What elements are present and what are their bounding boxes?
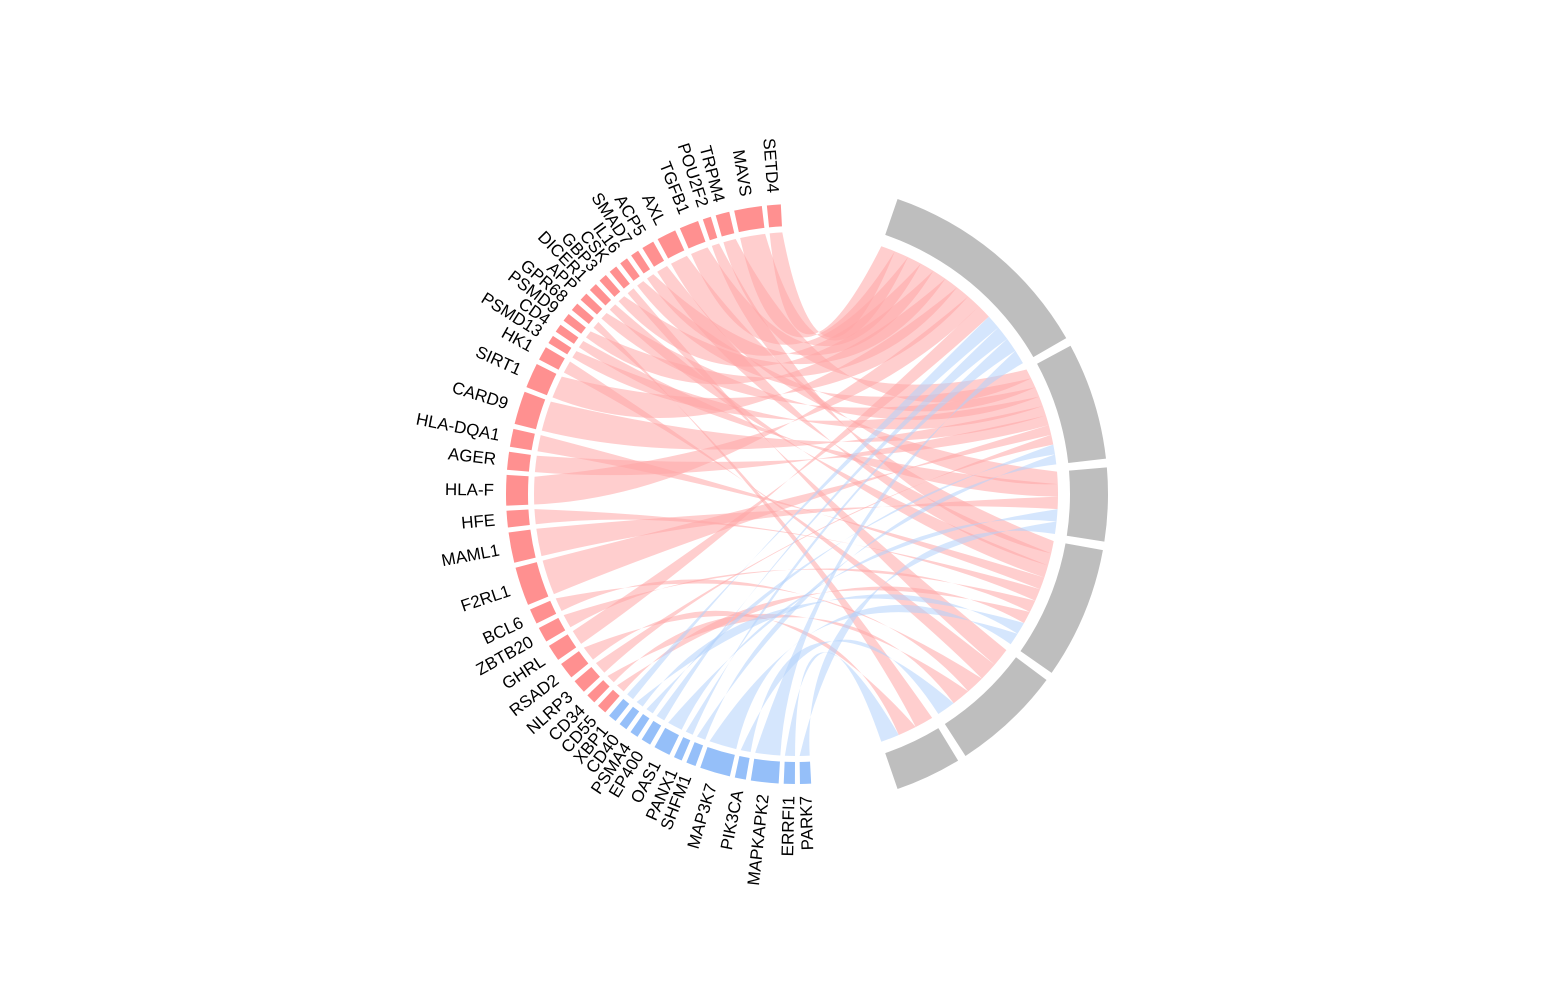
gene-sector-trpm4 [715,211,735,237]
gene-sector-hk1 [539,347,565,370]
gene-sector-axl [657,230,685,259]
gene-sector-zbtb20 [538,617,566,642]
chord-ribbon-psmd13 [572,351,1043,430]
gene-sector-oas1 [654,727,680,755]
gene-sector-cd34 [587,680,610,703]
target-sector-4 [1020,543,1103,673]
chord-ribbons [534,232,1059,756]
chord-ribbon-cd4 [578,341,1059,497]
chord-ribbon-mapkapk2 [755,350,1023,756]
chord-ribbon-ager [534,415,1049,476]
chord-ribbon-gpr68 [593,321,933,728]
gene-sector-pik3ca [734,755,750,780]
gene-sector-pou2f2 [702,216,718,241]
chord-ribbon-card9 [541,401,1046,450]
gene-sector-xbp1 [609,698,630,722]
gene-sector-mavs [734,206,765,233]
gene-sector-sirt1 [526,364,557,396]
gene-sector-cd55 [597,689,620,713]
chord-ribbon-hfe [534,509,1041,601]
gene-sector-f2rl1 [515,562,549,605]
gene-label: ERRFI1 [778,796,798,857]
gene-sector-csk [609,266,630,289]
gene-label: CARD9 [450,378,511,413]
gene-sector-gbp3 [599,275,621,297]
gene-sector-psmd13 [548,335,572,355]
gene-sector-maml1 [508,529,536,563]
gene-label: MAVS [729,148,756,197]
chord-ribbon-errfi1 [784,652,899,756]
chord-ribbon-hla-f [534,296,979,505]
gene-sector-hla-dqa1 [509,428,535,451]
gene-sector-hla-f [506,474,529,506]
gene-sector-gpr68 [571,303,594,324]
gene-label: MAML1 [440,541,501,571]
target-sector-6 [885,728,959,790]
gene-sector-ghrl [548,634,577,660]
gene-label: HLA-F [445,480,494,500]
target-sector-2 [1037,345,1106,463]
gene-sector-app [580,293,603,315]
chord-ribbon-ghrl [572,306,989,644]
target-sectors [885,198,1108,790]
chord-ribbon-maml1 [536,496,1058,557]
gene-sector-map3k7 [700,746,735,777]
chord-ribbon-xbp1 [627,316,999,700]
chord-ribbon-sirt1 [552,287,969,418]
gene-sector-smad7 [631,250,651,274]
gene-sector-park7 [799,761,812,784]
gene-sector-rsad2 [561,651,589,678]
gene-sector-tgfb1 [679,221,706,249]
gene-label: HLA-DQA1 [414,410,501,445]
gene-sector-card9 [514,391,546,430]
gene-sector-psmd9 [563,313,586,334]
gene-label: MAPKAPK2 [744,793,773,886]
chord-ribbon-f2rl1 [542,425,1052,595]
gene-label: PIK3CA [717,788,747,852]
gene-sector-psma4 [630,714,650,737]
gene-sector-hfe [506,509,530,528]
gene-label: AGER [447,444,497,468]
gene-sector-shfm1 [686,742,704,767]
gene-sector-panx1 [673,737,691,761]
gene-sector-bcl6 [530,600,557,624]
gene-label: PARK7 [796,796,817,851]
target-sector-3 [1066,467,1108,542]
gene-sector-ager [507,451,531,472]
gene-sector-ep400 [641,720,662,745]
target-sector-1 [885,198,1067,358]
target-sector-5 [944,657,1047,756]
gene-sector-acp5 [642,241,665,267]
gene-sector-setd4 [766,204,782,228]
gene-sector-cd40 [619,706,640,730]
gene-label: F2RL1 [458,581,512,615]
chord-ribbon-dicer1 [609,304,1049,578]
gene-sector-errfi1 [783,761,795,784]
gene-sector-mapkapk2 [750,758,780,784]
gene-label: HFE [460,511,496,533]
gene-sectors [506,204,812,784]
gene-sector-il16 [620,258,640,281]
gene-sector-cd4 [555,324,579,344]
gene-sector-nlrp3 [574,667,600,692]
gene-label: SETD4 [759,138,782,194]
gene-sector-dicer1 [589,284,612,306]
